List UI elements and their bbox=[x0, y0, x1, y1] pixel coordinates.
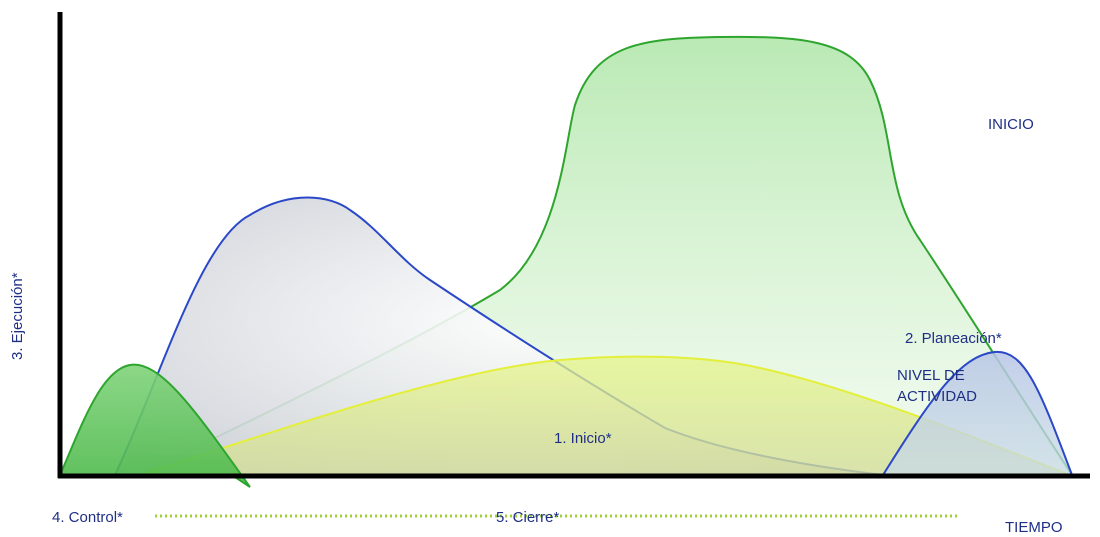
cierre-label: 5. Cierre* bbox=[496, 509, 560, 526]
planeacion-label: 2. Planeación* bbox=[905, 330, 1002, 347]
nivel-actividad-label-line2: ACTIVIDAD bbox=[897, 388, 977, 405]
ejecucion-label: 3. Ejecución* bbox=[9, 272, 26, 360]
control-label: 4. Control* bbox=[52, 509, 123, 526]
cierre-curve bbox=[881, 350, 1074, 476]
inicio-curve-label: 1. Inicio* bbox=[554, 430, 612, 447]
inicio-title-label: INICIO bbox=[988, 116, 1034, 133]
inicio-curve bbox=[58, 363, 251, 488]
tiempo-label: TIEMPO bbox=[1005, 519, 1063, 536]
nivel-actividad-label-line1: NIVEL DE bbox=[897, 367, 965, 384]
